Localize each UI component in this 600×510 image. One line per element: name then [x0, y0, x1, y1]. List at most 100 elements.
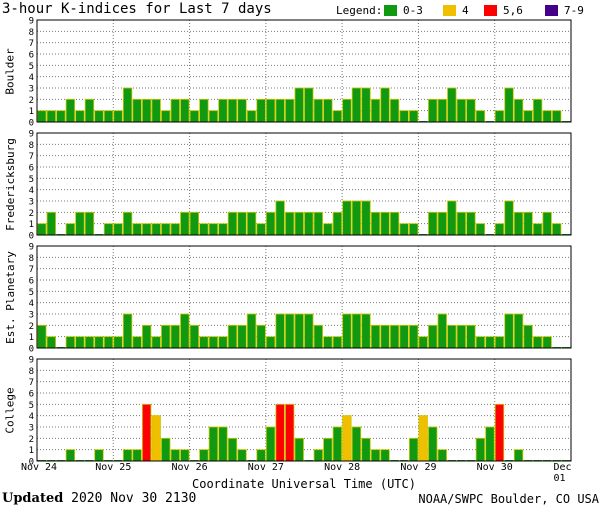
kindex-bar — [103, 336, 114, 349]
source-credit: NOAA/SWPC Boulder, CO USA — [418, 492, 599, 506]
kindex-bar — [370, 449, 381, 462]
kindex-bar — [237, 211, 247, 236]
kindex-bar — [46, 336, 56, 349]
kindex-bar — [523, 110, 533, 123]
kindex-bar — [389, 211, 400, 236]
kindex-bar — [351, 87, 362, 123]
kindex-bar — [552, 110, 562, 123]
x-tick-label: Dec 01 — [553, 462, 572, 484]
kindex-bar — [304, 313, 314, 349]
kindex-bar — [428, 324, 438, 349]
y-tick-label: 6 — [29, 277, 34, 287]
kindex-bar — [132, 98, 142, 123]
kindex-bar — [265, 426, 276, 462]
x-tick-label: Nov 28 — [324, 462, 361, 473]
y-tick-label: 4 — [29, 412, 34, 422]
kindex-bar — [351, 313, 362, 349]
kindex-bar — [389, 324, 400, 349]
y-tick-label: 0 — [29, 345, 34, 355]
y-tick-label: 6 — [29, 51, 34, 61]
kindex-bar — [332, 110, 343, 123]
y-tick-label: 3 — [29, 424, 34, 434]
kindex-bar — [189, 211, 200, 236]
kindex-bar — [113, 223, 123, 236]
y-tick-label: 5 — [29, 175, 34, 185]
kindex-bar — [361, 437, 371, 462]
kindex-bar — [161, 110, 171, 123]
kindex-bar — [552, 223, 562, 236]
kindex-bar — [218, 223, 228, 236]
y-tick-label: 5 — [29, 288, 34, 298]
kindex-bar — [94, 110, 104, 123]
kindex-bar — [494, 403, 505, 462]
kindex-bar — [199, 336, 209, 349]
kindex-bar — [513, 98, 524, 123]
kindex-bar — [304, 211, 314, 236]
kindex-bar — [532, 98, 543, 123]
updated-line: Updated 2020 Nov 30 2130 — [2, 491, 196, 506]
y-tick-label: 7 — [29, 265, 34, 275]
kindex-bar — [294, 313, 304, 349]
panel-background — [37, 20, 571, 122]
kindex-bar — [370, 211, 381, 236]
kindex-bar — [75, 211, 85, 236]
kindex-bar — [408, 223, 419, 236]
kindex-bar — [447, 87, 457, 123]
kindex-bar — [161, 437, 171, 462]
kindex-bar — [75, 336, 85, 349]
kindex-bar — [313, 449, 323, 462]
kindex-bar — [122, 87, 133, 123]
y-tick-label: 4 — [29, 186, 34, 196]
y-tick-label: 8 — [29, 254, 34, 264]
y-tick-label: 3 — [29, 311, 34, 321]
kindex-bar — [437, 449, 447, 462]
kindex-bar — [132, 449, 142, 462]
x-tick-label: Nov 27 — [247, 462, 284, 473]
kindex-bar — [189, 324, 200, 349]
kindex-bar — [485, 426, 495, 462]
y-tick-label: 2 — [29, 209, 34, 219]
kindex-bar — [256, 324, 266, 349]
kindex-bar — [332, 211, 343, 236]
kindex-bar — [170, 98, 180, 123]
kindex-bar — [485, 336, 495, 349]
kindex-bar — [380, 211, 390, 236]
kindex-bar — [218, 98, 228, 123]
y-tick-label: 1 — [29, 446, 34, 456]
x-tick-label: Nov 26 — [171, 462, 208, 473]
kindex-bar — [332, 336, 343, 349]
kindex-bar — [84, 336, 95, 349]
kindex-bar — [227, 437, 238, 462]
panel-frame — [36, 245, 572, 349]
legend-text-active: 4 — [462, 4, 469, 17]
y-tick-label: 7 — [29, 152, 34, 162]
y-tick-label: 6 — [29, 164, 34, 174]
kindex-bar — [246, 211, 257, 236]
kindex-bar — [294, 211, 304, 236]
kindex-bar — [437, 313, 447, 349]
kindex-bar — [65, 98, 76, 123]
kindex-bar — [84, 98, 95, 123]
kindex-bar — [475, 110, 486, 123]
kindex-bar — [180, 98, 190, 123]
legend-swatch-severe — [545, 5, 558, 16]
kindex-bar — [542, 110, 552, 123]
kindex-bar — [466, 211, 476, 236]
legend-text-severe: 7-9 — [564, 4, 584, 17]
kindex-bar — [418, 415, 428, 462]
kindex-bar — [294, 87, 304, 123]
kindex-bar — [408, 324, 419, 349]
kindex-bar — [361, 313, 371, 349]
kindex-bar — [227, 98, 238, 123]
kindex-bar — [294, 437, 304, 462]
kindex-bar — [342, 200, 352, 236]
kindex-bar — [542, 211, 552, 236]
kindex-bar — [351, 200, 362, 236]
kindex-bar — [437, 211, 447, 236]
kindex-bar — [103, 110, 114, 123]
kindex-bar — [342, 415, 352, 462]
kindex-bar — [285, 211, 295, 236]
legend-item-quiet: 0-3 — [384, 4, 423, 17]
kindex-bar — [237, 449, 247, 462]
kindex-bar — [141, 223, 152, 236]
